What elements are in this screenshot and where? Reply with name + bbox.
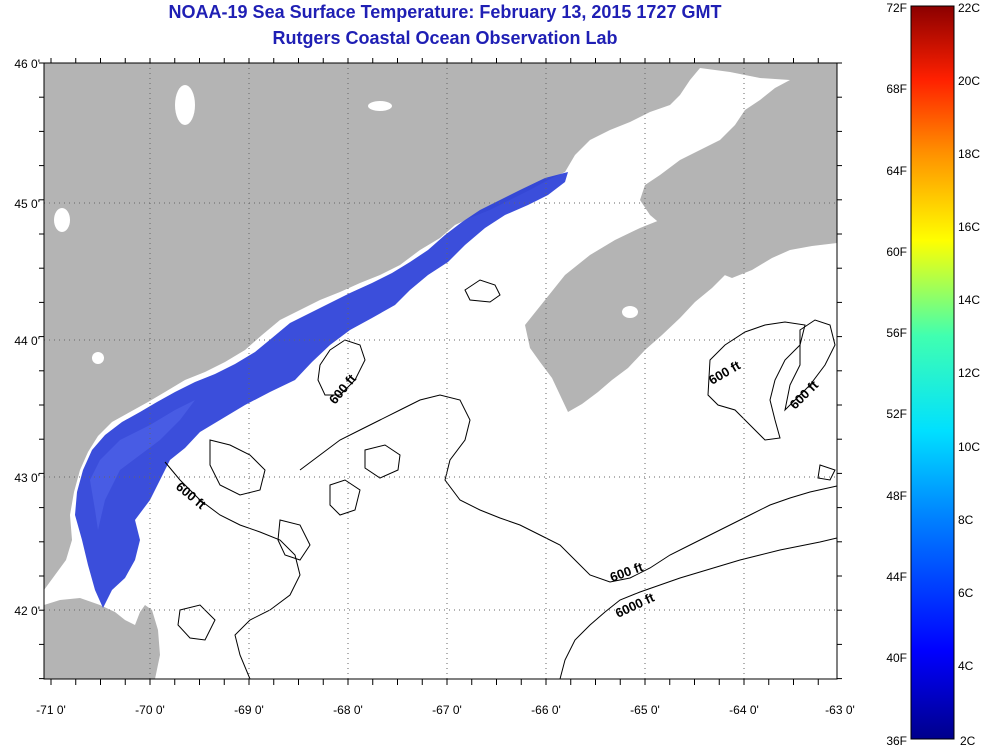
colorbar-c-label: 16C	[958, 220, 980, 234]
lon-label: -69 0'	[234, 703, 264, 717]
lon-label: -70 0'	[135, 703, 165, 717]
colorbar-f-label: 72F	[886, 1, 907, 15]
colorbar-c-label: 4C	[958, 659, 974, 673]
colorbar-f-label: 60F	[886, 245, 907, 259]
map-title: NOAA-19 Sea Surface Temperature: Februar…	[168, 2, 722, 22]
colorbar-f-label: 56F	[886, 326, 907, 340]
map-subtitle: Rutgers Coastal Ocean Observation Lab	[272, 28, 618, 48]
colorbar-fahrenheit-labels: 72F 68F 64F 60F 56F 52F 48F 44F 40F 36F	[886, 1, 907, 748]
axis-ticks	[39, 58, 842, 685]
colorbar-f-label: 36F	[886, 734, 907, 748]
colorbar-celsius-labels: 22C 20C 18C 16C 14C 12C 10C 8C 6C 4C 2C	[958, 1, 980, 748]
colorbar-c-label: 12C	[958, 366, 980, 380]
lat-label: 44 0'	[14, 334, 40, 348]
lon-label: -67 0'	[432, 703, 462, 717]
colorbar-c-label: 22C	[958, 1, 980, 15]
graticule	[44, 63, 837, 679]
lon-label: -68 0'	[333, 703, 363, 717]
colorbar-c-label: 2C	[960, 734, 976, 748]
lat-label: 43 0'	[14, 471, 40, 485]
colorbar-c-label: 6C	[958, 586, 974, 600]
colorbar-c-label: 20C	[958, 74, 980, 88]
latitude-labels: 46 0' 45 0' 44 0' 43 0' 42 0'	[14, 57, 40, 618]
colorbar-c-label: 14C	[958, 293, 980, 307]
sst-cold-band	[75, 172, 568, 608]
lon-label: -71 0'	[36, 703, 66, 717]
colorbar-c-label: 10C	[958, 440, 980, 454]
colorbar-f-label: 40F	[886, 651, 907, 665]
colorbar-f-label: 48F	[886, 489, 907, 503]
colorbar-f-label: 44F	[886, 570, 907, 584]
lat-label: 46 0'	[14, 57, 40, 71]
lon-label: -66 0'	[531, 703, 561, 717]
land-cape-cod	[44, 598, 160, 679]
land-mainland	[44, 63, 837, 590]
lon-label: -64 0'	[729, 703, 759, 717]
colorbar-f-label: 64F	[886, 164, 907, 178]
lon-label: -65 0'	[630, 703, 660, 717]
lat-label: 42 0'	[14, 604, 40, 618]
lon-label: -63 0'	[825, 703, 855, 717]
temperature-colorbar	[910, 5, 955, 740]
colorbar-c-label: 8C	[958, 513, 974, 527]
lat-label: 45 0'	[14, 197, 40, 211]
colorbar-f-label: 68F	[886, 82, 907, 96]
longitude-labels: -71 0' -70 0' -69 0' -68 0' -67 0' -66 0…	[36, 703, 855, 717]
bathymetry-contours	[164, 279, 837, 679]
colorbar-f-label: 52F	[886, 407, 907, 421]
colorbar-c-label: 18C	[958, 147, 980, 161]
